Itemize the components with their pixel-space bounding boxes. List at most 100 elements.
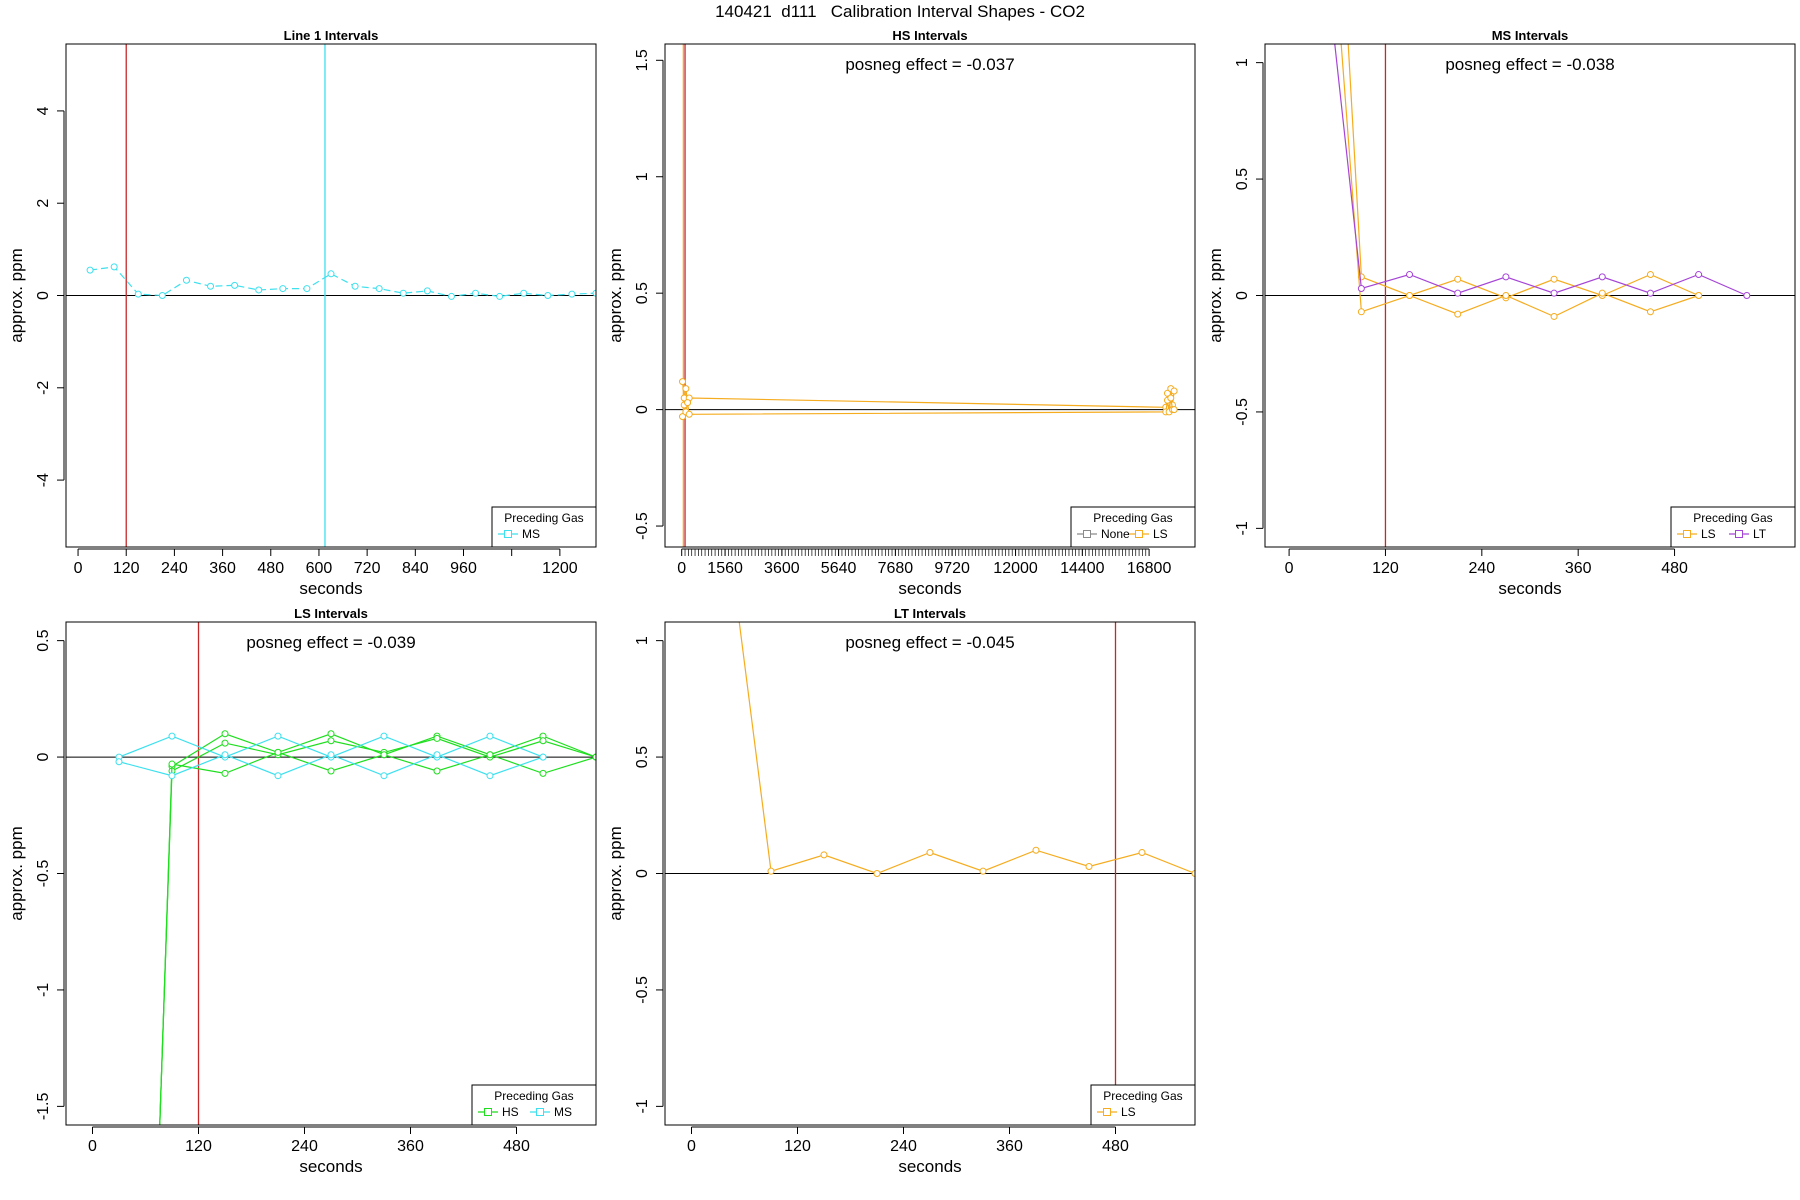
y-tick-label: -0.5 — [634, 512, 651, 540]
series-ms — [86, 263, 596, 300]
legend: Preceding Gas HS MS — [471, 1084, 597, 1126]
figure-title: 140421 d111 Calibration Interval Shapes … — [715, 2, 1085, 21]
x-tick-label: 240 — [291, 1138, 318, 1155]
plot-frame — [65, 621, 597, 1126]
y-tick-label: 0 — [35, 291, 52, 300]
x-tick-label: 0 — [687, 1138, 696, 1155]
x-axis-label: seconds — [299, 1157, 362, 1176]
legend-box — [1090, 1084, 1196, 1126]
data-point — [221, 769, 229, 777]
data-point — [1598, 273, 1606, 281]
y-tick-label: 0.5 — [634, 746, 651, 768]
data-point — [568, 290, 576, 298]
data-point — [1695, 271, 1703, 279]
series-line — [1347, 44, 1699, 299]
data-point — [168, 760, 176, 768]
data-point — [351, 282, 359, 290]
series-ls — [679, 378, 1178, 411]
data-point — [1167, 394, 1175, 402]
data-point — [1454, 289, 1462, 297]
y-tick-label: 1 — [634, 636, 651, 645]
data-point — [592, 289, 596, 297]
x-tick-label: 120 — [784, 1138, 811, 1155]
series-ls — [1340, 44, 1703, 320]
y-tick-label: 0.5 — [35, 629, 52, 651]
y-axis-label: approx. ppm — [1206, 248, 1225, 343]
panel-ls: LS Intervals 0 120 240 360 480 seconds -1.5 -1 -0… — [7, 606, 597, 1176]
data-point — [1502, 273, 1510, 281]
data-point — [327, 730, 335, 738]
x-tick-label: 0 — [1285, 560, 1294, 577]
data-point — [156, 1150, 162, 1156]
y-tick-label: 0 — [1234, 291, 1251, 300]
y-tick-label: 0 — [634, 405, 651, 414]
data-point — [168, 772, 176, 780]
legend-label: LS — [1121, 1105, 1136, 1119]
data-point — [1163, 389, 1171, 397]
data-point — [221, 751, 229, 759]
data-point — [592, 753, 596, 761]
data-point — [1406, 292, 1414, 299]
series-line — [681, 381, 1175, 408]
data-point — [303, 285, 311, 293]
panel-title: LS Intervals — [294, 606, 368, 621]
data-point — [380, 732, 388, 740]
x-tick-label: 240 — [1468, 560, 1495, 577]
data-point — [1357, 285, 1365, 293]
data-point — [539, 769, 547, 777]
data-point — [255, 286, 263, 294]
data-point — [115, 758, 123, 766]
x-axis-label: seconds — [898, 1157, 961, 1176]
data-point — [207, 282, 215, 290]
x-tick-label: 360 — [996, 1138, 1023, 1155]
legend-box — [491, 506, 597, 548]
data-point — [767, 867, 775, 875]
legend-label: MS — [554, 1105, 572, 1119]
x-tick-label: 360 — [397, 1138, 424, 1155]
data-point — [685, 410, 693, 418]
series-ls — [1347, 44, 1703, 302]
legend-box — [471, 1084, 597, 1126]
data-point — [1191, 870, 1195, 877]
y-tick-label: 1.5 — [634, 49, 651, 71]
data-point — [375, 285, 383, 293]
data-point — [86, 266, 94, 274]
panel-title: MS Intervals — [1492, 28, 1569, 43]
x-axis-label: seconds — [898, 579, 961, 598]
x-axis: 0 120 240 360 480 seconds — [88, 1126, 530, 1176]
data-point — [1170, 387, 1178, 395]
legend-box — [1070, 506, 1196, 548]
series-line — [90, 266, 596, 298]
series-hs — [156, 748, 596, 1156]
data-point — [380, 772, 388, 780]
series-line — [159, 751, 596, 1125]
data-point — [733, 591, 739, 597]
x-tick-label: 600 — [306, 560, 333, 577]
x-tick-label: 240 — [890, 1138, 917, 1155]
y-axis: -0.5 0 0.5 1 1.5 approx. ppm — [606, 49, 664, 540]
panel-title: Line 1 Intervals — [284, 28, 379, 43]
data-point — [926, 849, 934, 857]
panel-title: HS Intervals — [892, 28, 967, 43]
x-tick-label: 240 — [161, 560, 188, 577]
data-point — [327, 270, 335, 278]
data-point — [684, 399, 692, 407]
y-tick-label: -1.5 — [35, 1092, 52, 1120]
legend-item-none: None — [1077, 527, 1130, 541]
data-point — [539, 753, 547, 761]
plot-frame — [664, 43, 1196, 548]
data-point — [873, 870, 881, 877]
x-tick-label: 360 — [209, 560, 236, 577]
x-tick-label: 960 — [450, 560, 477, 577]
legend-swatch-marker — [1135, 530, 1143, 538]
y-axis-label: approx. ppm — [606, 826, 625, 921]
legend-label: HS — [502, 1105, 519, 1119]
data-point — [399, 289, 407, 297]
plot-frame — [664, 621, 1196, 1126]
data-point — [1695, 292, 1703, 299]
x-tick-label: 720 — [354, 560, 381, 577]
y-tick-label: 0 — [35, 753, 52, 762]
series-line — [738, 622, 1195, 875]
